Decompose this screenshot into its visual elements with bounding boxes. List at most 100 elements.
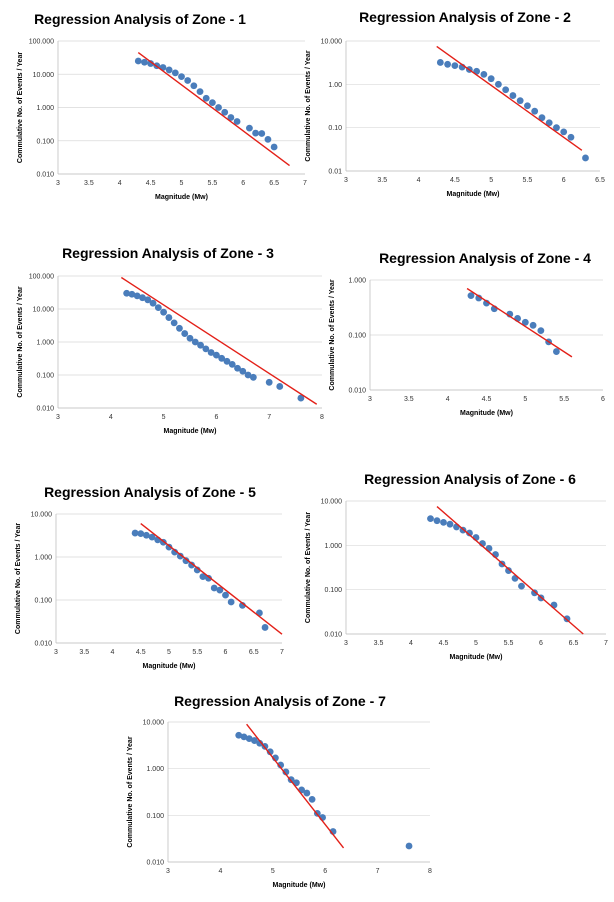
data-point [487, 75, 495, 83]
y-tick-label: 1.000 [146, 766, 164, 773]
data-point [218, 354, 226, 362]
x-tick-label: 8 [428, 868, 432, 875]
data-point [216, 586, 224, 594]
data-point [446, 520, 454, 528]
data-point [208, 99, 216, 107]
y-axis-label: Commulative No. of Events / Year [17, 286, 24, 397]
x-tick-label: 3 [56, 414, 60, 421]
regression-line [120, 276, 318, 405]
chart-panel-zone-6: Regression Analysis of Zone - 6 0.010 0.10… [305, 471, 608, 661]
data-point [176, 324, 183, 332]
x-tick-label: 6 [601, 396, 605, 403]
x-axis-label: Magnitude (Mw) [143, 663, 196, 670]
x-tick-label: 3 [344, 177, 348, 184]
x-tick-label: 6 [539, 640, 543, 647]
chart-panel-zone-5: Regression Analysis of Zone - 5 0.010 0.10… [15, 484, 284, 670]
data-point [239, 601, 246, 609]
x-tick-label: 6 [562, 177, 566, 184]
data-point [190, 82, 198, 90]
chart-panel-zone-3: Regression Analysis of Zone - 3 0.010 0.10… [17, 245, 324, 435]
data-point [223, 357, 231, 365]
data-point [215, 104, 222, 111]
chart-title: Regression Analysis of Zone - 4 [379, 250, 591, 266]
data-point [202, 94, 210, 102]
regression-line [140, 522, 283, 635]
data-point [567, 133, 575, 141]
data-point [210, 584, 218, 592]
data-point [560, 128, 568, 136]
data-point [235, 731, 243, 739]
x-tick-label: 7 [280, 649, 284, 656]
data-point [245, 735, 253, 743]
chart-title: Regression Analysis of Zone - 7 [174, 693, 386, 709]
x-tick-label: 5.5 [504, 640, 514, 647]
data-point [518, 582, 525, 590]
data-point [427, 515, 434, 523]
y-tick-label: 0.010 [146, 860, 164, 867]
x-tick-label: 6.5 [249, 649, 259, 656]
data-point [475, 294, 483, 302]
x-tick-label: 5 [474, 640, 478, 647]
y-tick-label: 0.100 [324, 587, 342, 594]
data-point [453, 523, 460, 531]
y-tick-label: 0.010 [34, 641, 52, 648]
y-tick-label: 0.010 [36, 172, 54, 179]
y-tick-label: 0.100 [348, 333, 366, 340]
x-tick-label: 4 [446, 396, 450, 403]
x-tick-label: 3 [368, 396, 372, 403]
data-point [171, 69, 179, 77]
x-tick-label: 3.5 [79, 649, 89, 656]
data-point [249, 373, 257, 381]
y-tick-label: 10.000 [31, 512, 53, 519]
y-tick-label: 10.000 [33, 72, 55, 79]
x-axis-label: Magnitude (Mw) [450, 654, 503, 661]
data-point [207, 349, 215, 356]
data-point [197, 341, 204, 349]
x-tick-label: 7 [376, 868, 380, 875]
chart-panel-zone-1: Regression Analysis of Zone - 1 0.010 0.10… [17, 11, 307, 201]
y-tick-label: 10.000 [321, 39, 343, 46]
data-point [466, 529, 473, 537]
data-point [148, 533, 156, 541]
data-point [467, 292, 475, 300]
data-point [537, 327, 545, 335]
data-point [538, 114, 546, 122]
data-point [181, 330, 189, 337]
x-tick-label: 6.5 [269, 180, 279, 187]
data-point [244, 371, 252, 379]
regression-line [246, 723, 345, 849]
data-point [170, 319, 178, 327]
y-tick-label: 0.100 [34, 598, 52, 605]
data-point [495, 80, 502, 88]
x-tick-label: 4.5 [439, 640, 449, 647]
data-point [202, 345, 210, 353]
x-tick-label: 4.5 [146, 180, 156, 187]
data-point [222, 591, 229, 599]
data-point [239, 367, 247, 375]
data-point [227, 114, 235, 121]
y-tick-label: 1.000 [36, 340, 54, 347]
y-tick-label: 10.000 [321, 499, 343, 506]
y-axis-label: Commulative No. of Events / Year [17, 52, 24, 163]
data-point [184, 77, 192, 84]
data-point [191, 338, 199, 346]
data-point [436, 59, 444, 66]
x-tick-label: 6 [214, 414, 218, 421]
data-point [266, 748, 274, 756]
data-point [228, 360, 236, 368]
y-axis-label: Commulative No. of Events / Year [305, 512, 312, 623]
data-point [165, 66, 173, 74]
x-tick-label: 3 [344, 640, 348, 647]
data-point [444, 60, 451, 68]
y-tick-label: 0.10 [328, 125, 342, 132]
data-point [440, 518, 447, 526]
data-point [234, 364, 241, 372]
y-tick-label: 100.000 [29, 274, 54, 281]
data-point [270, 143, 278, 151]
data-point [160, 308, 168, 316]
data-point [186, 334, 194, 342]
x-tick-label: 4 [109, 414, 113, 421]
data-point [205, 574, 212, 582]
data-point [545, 119, 553, 127]
x-tick-label: 3.5 [84, 180, 94, 187]
